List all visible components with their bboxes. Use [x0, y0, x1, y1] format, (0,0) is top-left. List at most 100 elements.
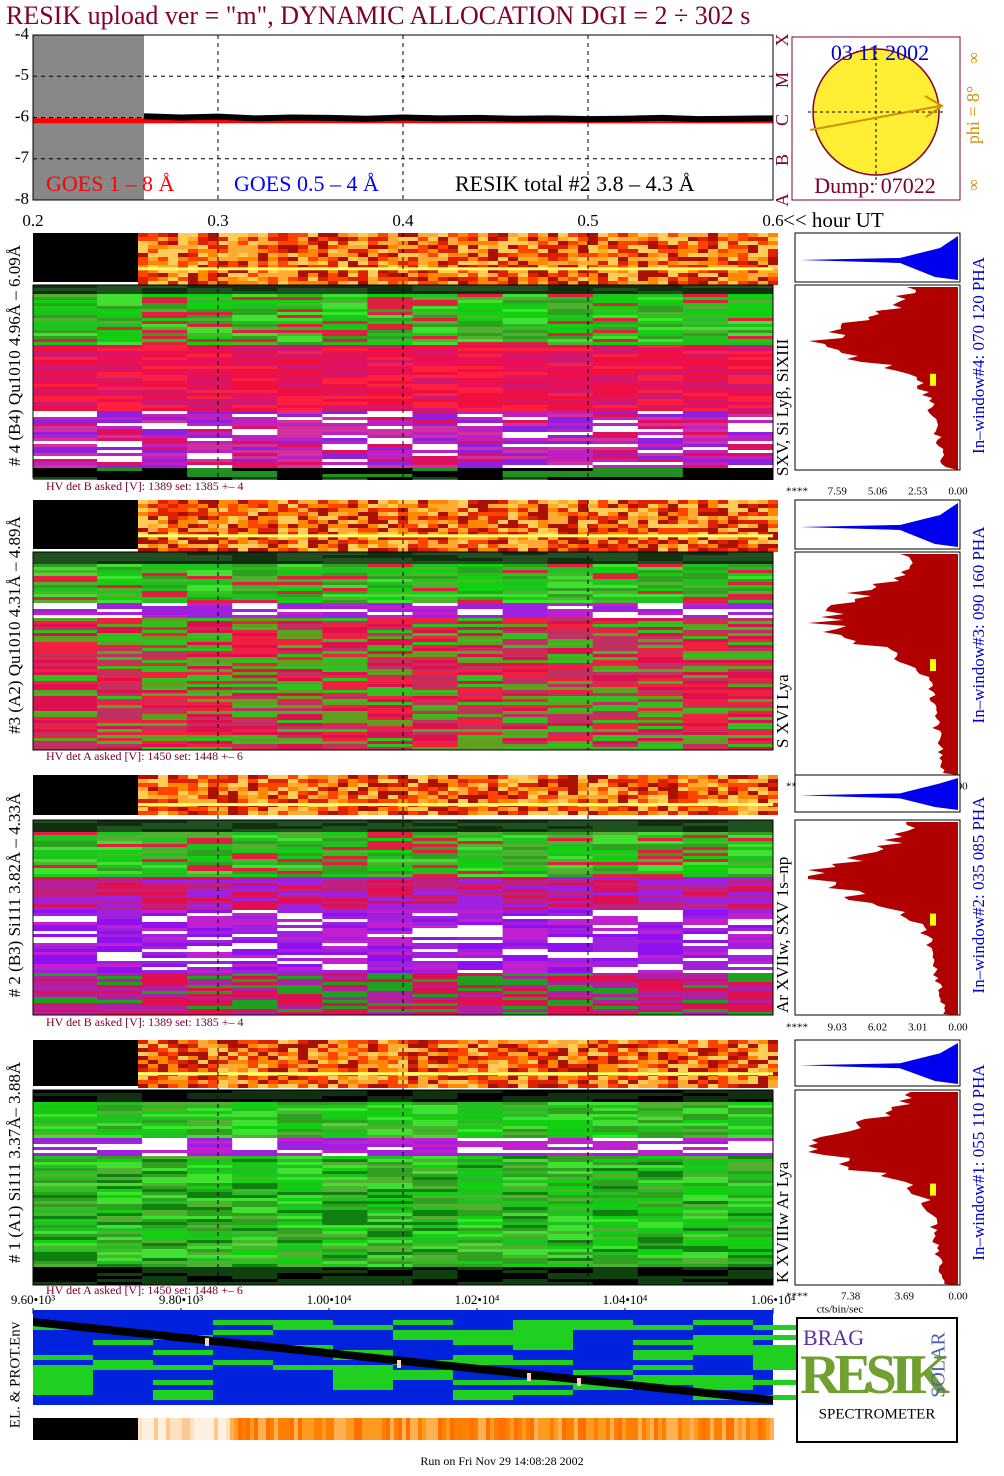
heatmap-cell: [288, 237, 298, 241]
heatmap-cell: [698, 791, 708, 795]
heatmap-cell: [558, 237, 568, 241]
heatmap-cell: [457, 853, 504, 856]
heatmap-cell: [498, 249, 508, 253]
heatmap-cell: [97, 612, 143, 615]
heatmap-cell: [322, 618, 368, 621]
heatmap-cell: [547, 375, 594, 378]
heatmap-cell: [288, 508, 298, 512]
heatmap-cell: [388, 245, 398, 249]
heatmap-cell: [338, 540, 348, 544]
heatmap-cell: [528, 249, 538, 253]
heatmap-cell: [738, 791, 748, 795]
heatmap-cell: [168, 787, 178, 791]
heatmap-cell: [412, 423, 459, 426]
heatmap-cell: [738, 807, 748, 811]
heatmap-cell: [598, 795, 608, 799]
heatmap-cell: [322, 609, 368, 612]
heatmap-cell: [232, 651, 278, 654]
heatmap-cell: [328, 532, 338, 536]
heatmap-cell: [322, 708, 368, 711]
heatmap-cell: [592, 705, 639, 708]
heatmap-cell: [502, 363, 549, 366]
heatmap-cell: [278, 241, 288, 245]
heatmap-cell: [368, 787, 378, 791]
heatmap-cell: [637, 636, 684, 639]
heatmap-cell: [367, 901, 413, 904]
heatmap-cell: [578, 273, 588, 277]
heatmap-cell: [592, 354, 639, 357]
heatmap-cell: [187, 853, 233, 856]
heatmap-cell: [448, 548, 458, 552]
heatmap-cell: [578, 548, 588, 552]
heatmap-cell: [142, 907, 188, 910]
heatmap-cell: [478, 512, 488, 516]
heatmap-cell: [688, 536, 698, 540]
heatmap-cell: [598, 779, 608, 783]
heatmap-cell: [142, 561, 188, 564]
heatmap-cell: [322, 555, 368, 558]
heatmap-cell: [228, 245, 238, 249]
heatmap-cell: [682, 351, 729, 354]
heatmap-cell: [318, 269, 328, 273]
heatmap-cell: [248, 269, 258, 273]
heatmap-cell: [458, 791, 468, 795]
heatmap-cell: [97, 853, 143, 856]
heatmap-cell: [322, 681, 368, 684]
heatmap-cell: [598, 512, 608, 516]
heatmap-cell: [348, 779, 358, 783]
heatmap-cell: [592, 375, 639, 378]
heatmap-cell: [288, 807, 298, 811]
strip-line: [138, 267, 773, 271]
heatmap-cell: [367, 285, 413, 288]
heatmap-cell: [637, 892, 684, 895]
heatmap-cell: [398, 245, 408, 249]
heatmap-cell: [628, 540, 638, 544]
heatmap-cell: [187, 390, 233, 393]
heatmap-cell: [178, 532, 188, 536]
heatmap-cell: [457, 859, 504, 862]
heatmap-cell: [328, 516, 338, 520]
heatmap-cell: [592, 570, 639, 573]
heatmap-cell: [548, 544, 558, 548]
heatmap-cell: [33, 570, 97, 573]
heatmap-cell: [678, 245, 688, 249]
heatmap-cell: [438, 253, 448, 257]
heatmap-cell: [277, 744, 323, 747]
heatmap-cell: [378, 500, 388, 504]
heatmap-cell: [457, 315, 504, 318]
heatmap-cell: [168, 512, 178, 516]
heatmap-cell: [688, 261, 698, 265]
heatmap-cell: [568, 807, 578, 811]
heatmap-cell: [518, 544, 528, 548]
heatmap-cell: [238, 524, 248, 528]
heatmap-cell: [547, 426, 594, 429]
heatmap-cell: [248, 504, 258, 508]
heatmap-cell: [418, 532, 428, 536]
heatmap-cell: [232, 850, 278, 853]
heatmap-cell: [502, 465, 549, 468]
heatmap-cell: [388, 237, 398, 241]
heatmap-cell: [232, 396, 278, 399]
heatmap-cell: [358, 516, 368, 520]
heatmap-cell: [408, 548, 418, 552]
heatmap-cell: [198, 249, 208, 253]
heatmap-cell: [168, 536, 178, 540]
heatmap-cell: [728, 233, 738, 237]
heatmap-cell: [648, 265, 658, 269]
heatmap-cell: [232, 459, 278, 462]
heatmap-cell: [727, 408, 774, 411]
heatmap-cell: [568, 540, 578, 544]
heatmap-cell: [322, 898, 368, 901]
heatmap-cell: [688, 245, 698, 249]
heatmap-cell: [748, 540, 758, 544]
heatmap-cell: [438, 516, 448, 520]
heatmap-cell: [33, 321, 97, 324]
heatmap-cell: [298, 795, 308, 799]
heatmap-cell: [508, 277, 518, 281]
heatmap-cell: [138, 277, 148, 281]
heatmap-cell: [188, 811, 198, 815]
heatmap-cell: [637, 738, 684, 741]
heatmap-cell: [142, 297, 188, 300]
heatmap-cell: [478, 791, 488, 795]
heatmap-cell: [367, 294, 413, 297]
